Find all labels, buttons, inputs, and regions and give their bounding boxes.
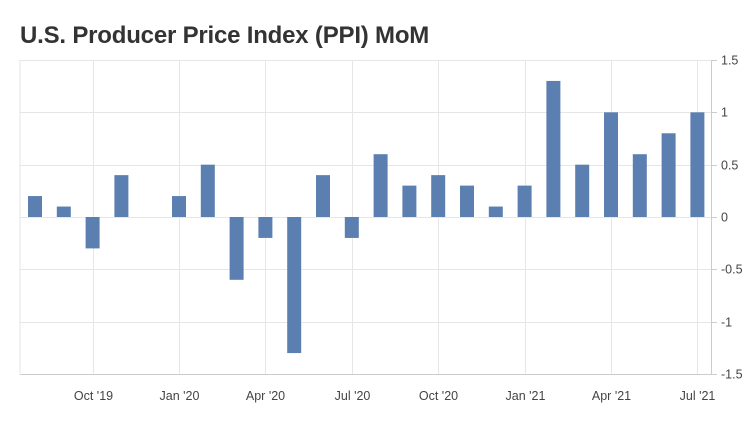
bar-apr-21[interactable] <box>604 112 618 217</box>
bar-may-20[interactable] <box>287 217 302 354</box>
x-tick-label: Apr '21 <box>592 389 631 403</box>
y-tick-label: -1 <box>721 316 732 330</box>
bar-feb-21[interactable] <box>546 80 561 217</box>
bar-sep-19[interactable] <box>56 206 71 217</box>
bar-jun-21[interactable] <box>661 133 676 217</box>
y-tick-label: -1.5 <box>721 368 743 382</box>
bar-may-21[interactable] <box>632 154 647 217</box>
bar-jun-20[interactable] <box>316 175 330 217</box>
y-tick-label: -0.5 <box>721 263 743 277</box>
bar-nov-19[interactable] <box>114 175 129 217</box>
y-tick-label: 0 <box>721 211 728 225</box>
x-tick-label: Oct '19 <box>74 389 113 403</box>
bar-aug-20[interactable] <box>373 154 388 217</box>
bars-layer <box>28 80 705 354</box>
y-tick-label: 1.5 <box>721 54 738 68</box>
bar-mar-20[interactable] <box>229 217 244 280</box>
bar-dec-20[interactable] <box>488 206 503 217</box>
bar-aug-19[interactable] <box>28 196 42 217</box>
bar-oct-19[interactable] <box>85 217 100 249</box>
bar-jul-21[interactable] <box>690 112 705 217</box>
bar-jan-21[interactable] <box>517 185 532 217</box>
y-tick-label: 1 <box>721 106 728 120</box>
x-tick-label: Apr '20 <box>246 389 285 403</box>
chart-title: U.S. Producer Price Index (PPI) MoM <box>20 22 430 49</box>
bar-mar-21[interactable] <box>575 164 590 217</box>
bar-sep-20[interactable] <box>402 185 417 217</box>
bar-jul-20[interactable] <box>344 217 359 238</box>
x-tick-label: Oct '20 <box>419 389 458 403</box>
x-tick-label: Jan '21 <box>506 389 546 403</box>
grid-layer <box>19 60 711 375</box>
x-tick-label: Jul '21 <box>680 389 716 403</box>
x-tick-label: Jan '20 <box>160 389 200 403</box>
bar-apr-20[interactable] <box>258 217 273 238</box>
x-tick-label: Jul '20 <box>335 389 371 403</box>
bar-feb-20[interactable] <box>200 164 215 217</box>
bar-jan-20[interactable] <box>172 196 186 217</box>
axis-layer: 1.5 1 0.5 0 -0.5 -1 -1.5 Oct '19 Jan '20 Apr '20 J… <box>20 54 743 403</box>
y-tick-label: 0.5 <box>721 159 738 173</box>
bar-oct-20[interactable] <box>431 175 446 217</box>
bar-nov-20[interactable] <box>460 185 474 217</box>
